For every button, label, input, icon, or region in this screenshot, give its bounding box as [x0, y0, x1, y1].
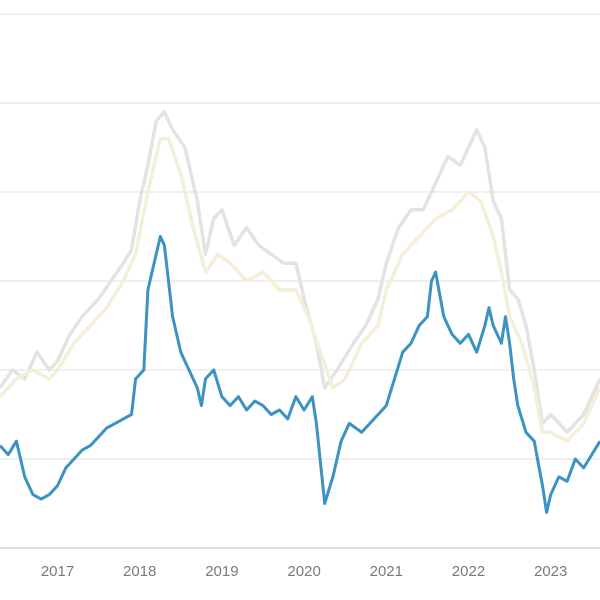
- x-axis-tick-labels: 2017 2018 2019 2020 2021 2022 2023: [41, 563, 568, 580]
- grid-layer: [0, 13, 600, 549]
- series-layer: [0, 110, 600, 514]
- x-tick-label-2018: 2018: [123, 563, 156, 580]
- x-tick-label-2021: 2021: [370, 563, 403, 580]
- series-line-1: [0, 110, 600, 435]
- x-tick-label-2022: 2022: [452, 563, 485, 580]
- x-tick-label-2020: 2020: [287, 563, 320, 580]
- x-tick-label-2017: 2017: [41, 563, 74, 580]
- series-line-3: [0, 235, 600, 514]
- x-tick-label-2023: 2023: [534, 563, 567, 580]
- x-tick-label-2019: 2019: [205, 563, 238, 580]
- series-line-2: [0, 136, 600, 443]
